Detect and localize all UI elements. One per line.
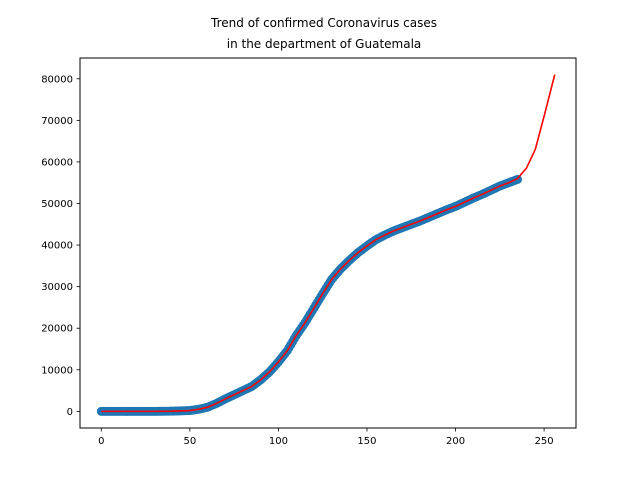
y-axis: 0 10000 20000 30000 40000 50000 60000 70000 8000…: [41, 74, 80, 418]
trend-fit-line: [101, 74, 556, 413]
x-tick-label: 50: [183, 436, 196, 447]
x-tick-label: 100: [269, 436, 288, 447]
y-tick-label: 80000: [41, 74, 73, 85]
y-tick-label: 10000: [41, 365, 73, 376]
x-axis: 0 50 100 150 200 250: [98, 428, 554, 447]
y-tick-label: 70000: [41, 116, 73, 127]
chart-title-line2: in the department of Guatemala: [227, 37, 422, 51]
y-tick-label: 40000: [41, 241, 73, 252]
y-tick-label: 20000: [41, 324, 73, 335]
y-tick-label: 60000: [41, 157, 73, 168]
y-tick-label: 50000: [41, 199, 73, 210]
x-tick-label: 0: [98, 436, 104, 447]
axes-frame: [79, 57, 577, 429]
y-tick-label: 30000: [41, 282, 73, 293]
chart-title-line1: Trend of confirmed Coronavirus cases: [210, 16, 437, 30]
plot-area: [96, 74, 556, 416]
y-tick-label: 0: [67, 407, 73, 418]
x-tick-label: 150: [357, 436, 376, 447]
x-tick-label: 200: [446, 436, 465, 447]
x-tick-label: 250: [535, 436, 554, 447]
